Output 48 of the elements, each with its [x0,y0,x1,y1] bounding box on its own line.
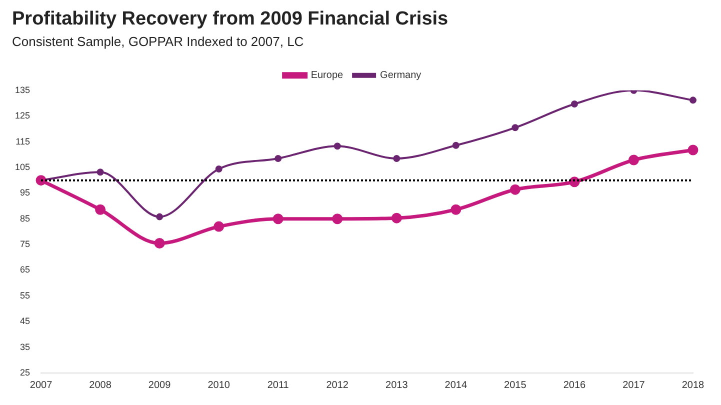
point [214,221,224,232]
x-tick-label: 2013 [386,380,408,391]
point [156,213,164,220]
y-tick-label: 105 [14,162,30,172]
y-tick-label: 35 [20,342,30,352]
y-tick-label: 25 [20,367,30,378]
y-tick-label: 95 [20,188,30,198]
y-tick-label: 85 [20,213,30,224]
x-tick-label: 2007 [30,380,53,391]
point [96,168,104,176]
x-tick-label: 2012 [326,380,349,391]
legend-label: Europe [310,70,344,82]
chart-title: Profitability Recovery from 2009 Financial Crisis [12,8,448,30]
y-tick-label: 65 [20,264,30,275]
y-tick-label: 75 [20,239,30,250]
y-tick-label: 135 [14,84,30,95]
point [95,204,106,215]
point [272,214,284,224]
legend-label: Germany [380,70,422,82]
x-tick-label: 2018 [682,380,705,391]
point [215,166,222,173]
x-tick-label: 2009 [148,380,172,391]
point [393,154,400,162]
y-tick-label: 115 [16,136,30,146]
y-tick-label: 125 [14,110,30,121]
point [450,204,462,215]
point [452,142,460,149]
point [334,142,341,150]
y-tick-label: 55 [20,290,30,300]
point [154,238,165,249]
x-tick-label: 2008 [89,380,112,391]
point [570,100,578,108]
chart-subtitle: Consistent Sample, GOPPAR Indexed to 2007, LC [12,34,304,50]
point [510,184,520,195]
point [628,154,639,166]
x-tick-label: 2017 [622,380,646,391]
point [512,124,519,132]
point [690,96,696,104]
point [391,212,402,224]
y-tick-label: 45 [20,316,30,326]
x-tick-label: 2014 [444,380,468,391]
x-tick-label: 2015 [504,380,527,391]
x-tick-label: 2016 [563,380,586,391]
x-tick-label: 2010 [208,380,230,391]
point [332,214,343,224]
x-tick-label: 2011 [267,380,290,391]
point [274,154,282,162]
point [688,144,698,156]
